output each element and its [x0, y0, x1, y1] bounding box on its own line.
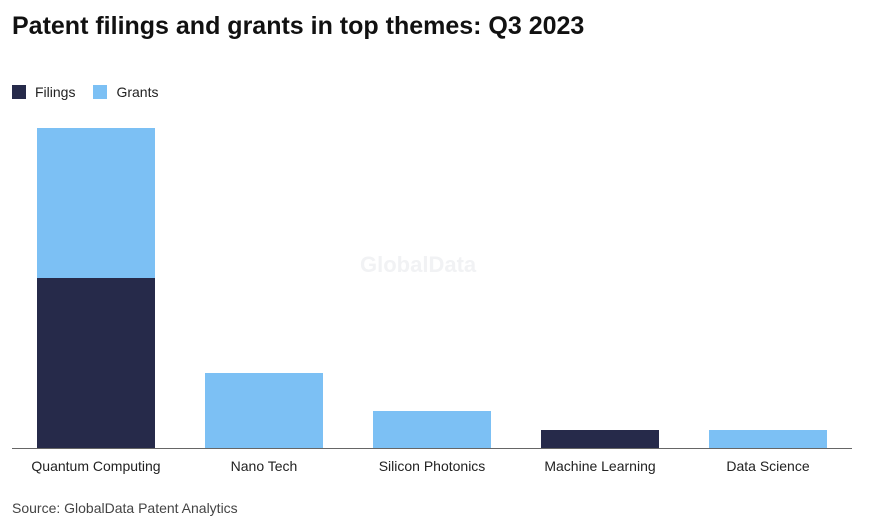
bar-grants-nano-tech	[205, 373, 323, 448]
x-tick-label: Silicon Photonics	[379, 458, 486, 474]
legend-item-grants: Grants	[93, 84, 158, 100]
bar-grants-silicon-photonics	[373, 411, 491, 448]
watermark-logo: GlobalData	[360, 252, 477, 277]
legend-label-grants: Grants	[116, 84, 159, 100]
x-tick-label: Nano Tech	[231, 458, 298, 474]
legend-swatch-grants	[93, 85, 108, 99]
legend-swatch-filings	[12, 85, 26, 99]
chart-title: Patent filings and grants in top themes:…	[12, 12, 585, 40]
legend-label-filings: Filings	[35, 84, 76, 100]
legend: Filings Grants	[12, 84, 176, 100]
x-tick-label: Quantum Computing	[31, 458, 160, 474]
bar-filings-machine-learning	[541, 430, 659, 448]
source-note: Source: GlobalData Patent Analytics	[12, 500, 238, 516]
x-tick-label: Machine Learning	[544, 458, 655, 474]
bar-filings-quantum-computing	[37, 278, 155, 448]
legend-item-filings: Filings	[12, 84, 75, 100]
bar-grants-quantum-computing	[37, 128, 155, 278]
bar-grants-data-science	[709, 430, 827, 448]
x-tick-label: Data Science	[726, 458, 809, 474]
